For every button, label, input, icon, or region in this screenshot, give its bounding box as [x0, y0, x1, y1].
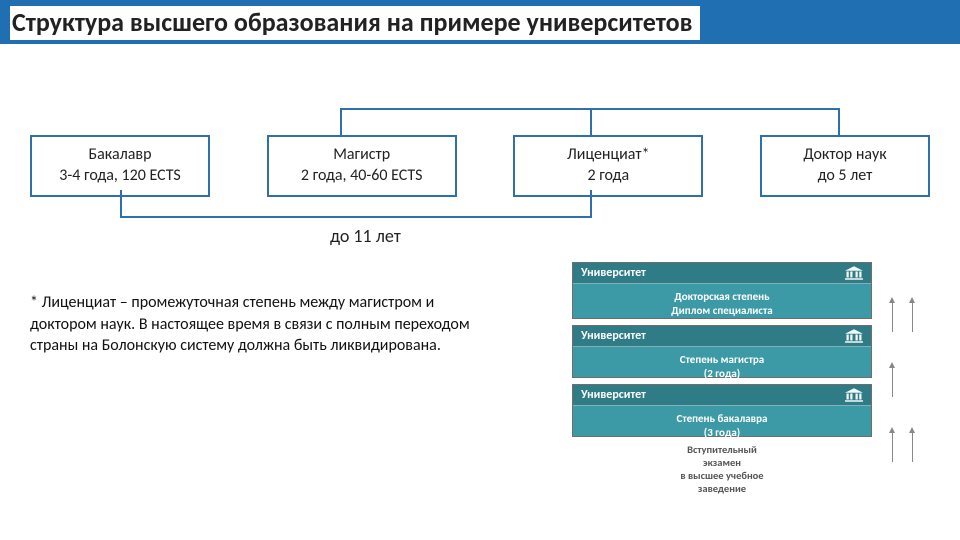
rd-block-body: Степень бакалавра(3 года) — [573, 406, 871, 436]
university-icon — [845, 329, 863, 343]
degree-detail: 2 года — [521, 166, 695, 187]
rd-body-line1: Степень бакалавра — [677, 412, 768, 425]
university-icon — [845, 388, 863, 402]
rd-block-head: Университет — [573, 263, 871, 284]
degree-box-1: Магистр2 года, 40-60 ECTS — [267, 135, 457, 197]
rd-head-label: Университет — [581, 329, 646, 343]
university-icon — [845, 266, 863, 280]
rd-entry-exam: Вступительныйэкзаменв высшее учебноезаве… — [572, 443, 872, 496]
rd-arrow — [912, 432, 913, 462]
degree-box-3: Доктор наукдо 5 лет — [760, 135, 930, 197]
rd-arrow — [892, 432, 893, 462]
rd-block-1: Университет Степень магистра(2 года) — [572, 325, 872, 378]
rd-block-head: Университет — [573, 385, 871, 406]
rd-block-0: Университет Докторская степеньДиплом спец… — [572, 262, 872, 319]
connector-bot-v1 — [120, 190, 122, 218]
rd-body-line1: Степень магистра — [680, 353, 764, 366]
rd-block-body: Докторская степеньДиплом специалиста — [573, 284, 871, 318]
rd-block-head: Университет — [573, 326, 871, 347]
connector-top-v4 — [838, 108, 840, 135]
degree-detail: 3-4 года, 120 ECTS — [38, 166, 202, 187]
connector-bot-v3 — [590, 190, 592, 218]
degree-box-2: Лиценциат*2 года — [513, 135, 703, 197]
rd-body-line2: Диплом специалиста — [671, 304, 772, 317]
duration-label: до 11 лет — [330, 225, 401, 247]
rd-body-line2: (3 года) — [704, 426, 740, 439]
connector-top-v2 — [340, 108, 342, 135]
degree-title: Лиценциат* — [521, 145, 695, 166]
rd-block-2: Университет Степень бакалавра(3 года) — [572, 384, 872, 437]
degree-title: Магистр — [275, 145, 449, 166]
page-title: Структура высшего образования на примере… — [10, 6, 700, 40]
rd-body-line1: Докторская степень — [674, 290, 769, 303]
right-diagram: Университет Докторская степеньДиплом спец… — [572, 262, 922, 496]
degree-title: Доктор наук — [768, 145, 922, 166]
degree-box-0: Бакалавр3-4 года, 120 ECTS — [30, 135, 210, 197]
rd-arrow — [892, 367, 893, 397]
rd-arrow — [892, 302, 893, 332]
rd-arrow — [912, 302, 913, 332]
degree-title: Бакалавр — [38, 145, 202, 166]
rd-head-label: Университет — [581, 388, 646, 402]
rd-block-body: Степень магистра(2 года) — [573, 347, 871, 377]
degree-detail: до 5 лет — [768, 166, 922, 187]
rd-head-label: Университет — [581, 266, 646, 280]
footnote-text: * Лиценциат – промежуточная степень межд… — [30, 292, 470, 357]
degree-detail: 2 года, 40-60 ECTS — [275, 166, 449, 187]
rd-body-line2: (2 года) — [704, 367, 740, 380]
connector-top-v3 — [590, 108, 592, 135]
connector-bot-h — [120, 216, 592, 218]
degree-boxes-row: Бакалавр3-4 года, 120 ECTS Магистр2 года,… — [30, 135, 930, 197]
